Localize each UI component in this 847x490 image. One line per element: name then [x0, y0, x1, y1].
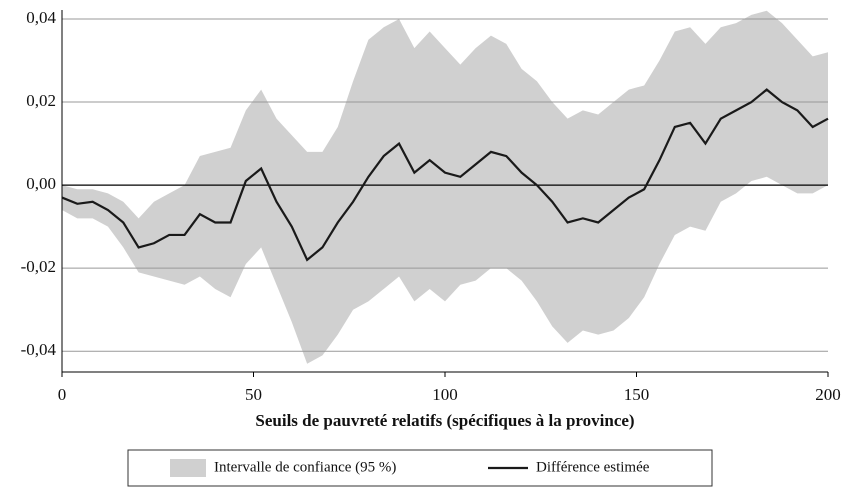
x-tick-label: 150: [624, 385, 650, 404]
confidence-band: [62, 10, 828, 364]
x-tick-label: 200: [815, 385, 841, 404]
y-tick-label: 0,04: [26, 8, 56, 27]
x-axis-label: Seuils de pauvreté relatifs (spécifiques…: [255, 411, 634, 430]
x-tick-label: 0: [58, 385, 67, 404]
legend-box: [127, 449, 713, 487]
y-tick-label: -0,04: [21, 340, 57, 359]
y-tick-label: 0,02: [26, 91, 56, 110]
legend-label: Intervalle de confiance (95 %): [214, 459, 396, 475]
y-tick-label: -0,02: [21, 257, 56, 276]
legend-swatch: [170, 459, 206, 477]
x-tick-label: 100: [432, 385, 458, 404]
estimate-line: [61, 88, 829, 262]
y-tick-label: 0,00: [26, 174, 56, 193]
legend-label: Différence estimée: [536, 459, 650, 475]
x-tick-label: 50: [245, 385, 262, 404]
